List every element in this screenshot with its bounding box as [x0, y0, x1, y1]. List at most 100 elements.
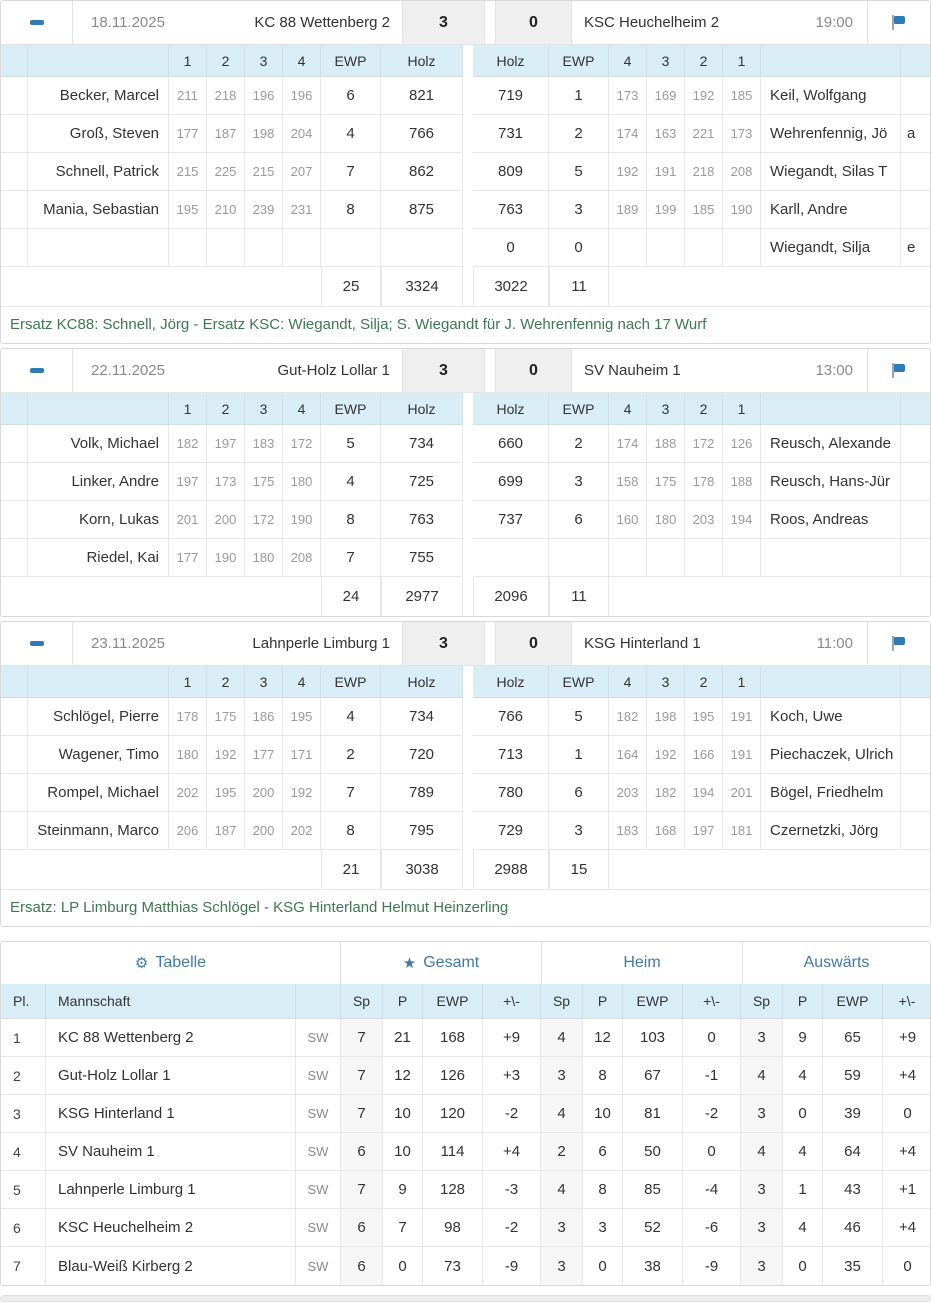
table-row: 7 Blau-Weiß Kirberg 2 SW 6 0 73 -9 3 0 38 -9 3 0 35 0 — [1, 1247, 930, 1285]
header-cell: EWP — [549, 45, 609, 77]
home-throw-value: 215 — [169, 153, 207, 191]
away-throw-value: 168 — [647, 812, 685, 850]
home-throw-value: 201 — [169, 501, 207, 539]
row-lead-cell — [1, 539, 28, 577]
gesamt-value-cell: +4 — [483, 1133, 541, 1171]
away-player-name: Karll, Andre — [761, 191, 901, 229]
home-player-name: Steinmann, Marco — [28, 812, 169, 850]
heim-value-cell: 3 — [541, 1247, 583, 1285]
flag-icon[interactable] — [892, 15, 906, 30]
place-cell: 1 — [1, 1019, 46, 1057]
home-throw-value: 195 — [283, 698, 321, 736]
auswaerts-value-cell: 65 — [823, 1019, 883, 1057]
home-holz-value: 789 — [381, 774, 463, 812]
sw-link[interactable]: SW — [296, 1209, 341, 1247]
col-ewp-heim: EWP — [623, 984, 683, 1019]
match-date: 23.11.2025 — [91, 635, 165, 652]
row-gap — [463, 229, 473, 267]
standings-panel: ⚙ Tabelle ★ Gesamt Heim Auswärts Pl. Man… — [0, 941, 931, 1286]
home-throw-value: 175 — [245, 463, 283, 501]
away-throw-value: 173 — [609, 77, 647, 115]
gesamt-value-cell: 10 — [383, 1095, 423, 1133]
tab-tabelle-label: Tabelle — [155, 954, 207, 971]
home-holz-value: 725 — [381, 463, 463, 501]
gesamt-value-cell: 9 — [383, 1171, 423, 1209]
auswaerts-value-cell: 39 — [823, 1095, 883, 1133]
heim-value-cell: 10 — [583, 1095, 623, 1133]
header-cell: 4 — [283, 393, 321, 425]
header-cell: 2 — [207, 666, 245, 698]
home-ewp-value: 2 — [321, 736, 381, 774]
tab-auswaerts[interactable]: Auswärts — [743, 942, 930, 984]
sw-link[interactable]: SW — [296, 1057, 341, 1095]
collapse-minus-icon[interactable] — [29, 368, 44, 373]
score-gap — [485, 1, 495, 44]
home-ewp-value: 7 — [321, 153, 381, 191]
sw-link[interactable]: SW — [296, 1095, 341, 1133]
auswaerts-value-cell: 1 — [783, 1171, 823, 1209]
match-time: 19:00 — [815, 14, 853, 31]
away-player-name: Bögel, Friedhelm — [761, 774, 901, 812]
col-mannschaft: Mannschaft — [46, 984, 296, 1019]
collapsed-panel-strip[interactable] — [0, 1295, 931, 1302]
away-throw-value — [685, 539, 723, 577]
home-throw-value — [245, 229, 283, 267]
totals-spacer — [609, 850, 930, 889]
flag-icon[interactable] — [892, 363, 906, 378]
away-player-name: Reusch, Alexande — [761, 425, 901, 463]
header-cell — [901, 45, 930, 77]
tab-heim[interactable]: Heim — [542, 942, 743, 984]
team-name-cell: KC 88 Wettenberg 2 — [46, 1019, 296, 1057]
home-throw-value: 172 — [245, 501, 283, 539]
gesamt-value-cell: 114 — [423, 1133, 483, 1171]
auswaerts-value-cell: 4 — [783, 1133, 823, 1171]
gesamt-value-cell: 7 — [341, 1171, 383, 1209]
sw-link[interactable]: SW — [296, 1171, 341, 1209]
home-throw-value: 186 — [245, 698, 283, 736]
header-cell: 1 — [723, 666, 761, 698]
heim-value-cell: 0 — [683, 1133, 741, 1171]
away-holz-value: 729 — [473, 812, 549, 850]
home-team-name: KC 88 Wettenberg 2 — [254, 14, 390, 31]
away-throw-value: 126 — [723, 425, 761, 463]
flag-icon[interactable] — [892, 636, 906, 651]
header-cell: EWP — [321, 393, 381, 425]
collapse-minus-icon[interactable] — [29, 20, 44, 25]
sw-link[interactable]: SW — [296, 1247, 341, 1285]
header-cell: 4 — [609, 45, 647, 77]
away-holz-value: 719 — [473, 77, 549, 115]
home-holz-value: 875 — [381, 191, 463, 229]
home-score: 3 — [402, 622, 485, 665]
away-player-name: Koch, Uwe — [761, 698, 901, 736]
auswaerts-value-cell: 0 — [783, 1247, 823, 1285]
gesamt-value-cell: 6 — [341, 1133, 383, 1171]
home-throw-value: 202 — [283, 812, 321, 850]
home-throw-value: 198 — [245, 115, 283, 153]
away-throw-value: 221 — [685, 115, 723, 153]
header-cell — [901, 393, 930, 425]
away-throw-value: 185 — [723, 77, 761, 115]
tab-tabelle[interactable]: ⚙ Tabelle — [1, 942, 341, 984]
away-team-name: KSG Hinterland 1 — [584, 635, 701, 652]
row-lead-cell — [1, 425, 28, 463]
collapse-minus-icon[interactable] — [29, 641, 44, 646]
home-throw-value: 200 — [245, 774, 283, 812]
away-holz-value: 699 — [473, 463, 549, 501]
sw-link[interactable]: SW — [296, 1019, 341, 1057]
away-throw-value: 166 — [685, 736, 723, 774]
tab-gesamt[interactable]: ★ Gesamt — [341, 942, 542, 984]
player-row: Schlögel, Pierre 178 175 186 195 4 734 766 5 182 1… — [1, 698, 930, 736]
sw-link[interactable]: SW — [296, 1133, 341, 1171]
auswaerts-value-cell: 35 — [823, 1247, 883, 1285]
player-row: Mania, Sebastian 195 210 239 231 8 875 763 3 189 1… — [1, 191, 930, 229]
away-throw-value: 199 — [647, 191, 685, 229]
home-player-name: Schnell, Patrick — [28, 153, 169, 191]
away-throw-value — [685, 229, 723, 267]
header-cell: 2 — [207, 393, 245, 425]
header-cell — [761, 666, 901, 698]
header-cell: 3 — [647, 666, 685, 698]
home-holz-value: 734 — [381, 425, 463, 463]
home-player-name — [28, 229, 169, 267]
name-overflow-cell: e — [901, 229, 930, 267]
home-holz-total: 3038 — [381, 850, 463, 889]
